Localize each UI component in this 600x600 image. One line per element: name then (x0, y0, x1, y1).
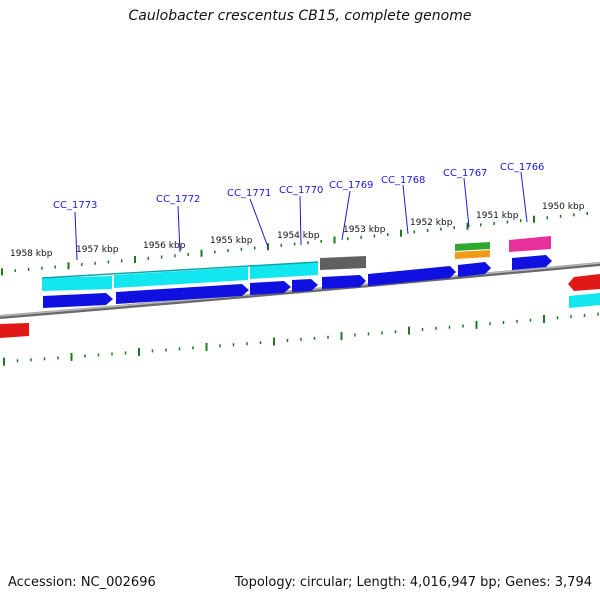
gene-cc1773-cyan (42, 276, 112, 291)
cyan-track-edge (41, 261, 319, 279)
gene-cc1767-blue (458, 262, 491, 277)
gene-label: CC_1770 (279, 185, 323, 196)
kbp-label: 1956 kbp (143, 241, 186, 251)
gene-label: CC_1768 (381, 175, 425, 186)
gene-red-right (568, 274, 600, 291)
kbp-label: 1951 kbp (476, 211, 519, 221)
leader-line (299, 195, 302, 246)
genome-summary-text: Topology: circular; Length: 4,016,947 bp… (234, 575, 592, 590)
gene-cc1767-orange (455, 250, 490, 259)
kbp-label: 1955 kbp (210, 236, 253, 246)
gene-cc1769-blue (322, 275, 366, 289)
leader-line (463, 177, 470, 228)
gene-label: CC_1772 (156, 194, 200, 205)
gene-cc1772-cyan (114, 267, 248, 288)
gene-cc1770-blue (292, 279, 318, 292)
kbp-label: 1958 kbp (10, 249, 53, 259)
accession-text: Accession: NC_002696 (8, 575, 156, 590)
leader-line (341, 190, 351, 241)
gene-cc1766-blue (512, 255, 552, 270)
leader-line (520, 171, 528, 223)
gene-label: CC_1769 (329, 180, 373, 191)
leader-line (177, 205, 181, 253)
kbp-label: 1952 kbp (410, 218, 453, 228)
kbp-label: 1957 kbp (76, 245, 119, 255)
tick-layer (1, 211, 599, 366)
gene-red-left (0, 323, 29, 338)
gene-cc1771-cyan (250, 262, 318, 279)
gene-cc1766-pink (509, 236, 551, 252)
gene-cyan-right (569, 293, 600, 308)
kbp-label: 1954 kbp (277, 231, 320, 241)
kbp-label: 1953 kbp (343, 225, 386, 235)
gene-cc1771-blue (250, 281, 291, 295)
gene-label: CC_1771 (227, 188, 271, 199)
gene-label: CC_1767 (443, 168, 487, 179)
gene-cc1767-green (455, 242, 490, 251)
gene-cc1768-blue (368, 266, 456, 286)
kbp-label: 1950 kbp (542, 202, 585, 212)
gene-cc1769-gray (320, 256, 366, 270)
gene-cc1772-blue (116, 284, 249, 304)
gene-label: CC_1766 (500, 162, 544, 173)
leader-line (74, 211, 78, 261)
map-title: Caulobacter crescentus CB15, complete ge… (128, 8, 472, 24)
leader-line (402, 184, 409, 235)
gene-cc1773-blue (43, 293, 113, 308)
gene-label: CC_1773 (53, 200, 97, 211)
leader-line (249, 198, 269, 248)
